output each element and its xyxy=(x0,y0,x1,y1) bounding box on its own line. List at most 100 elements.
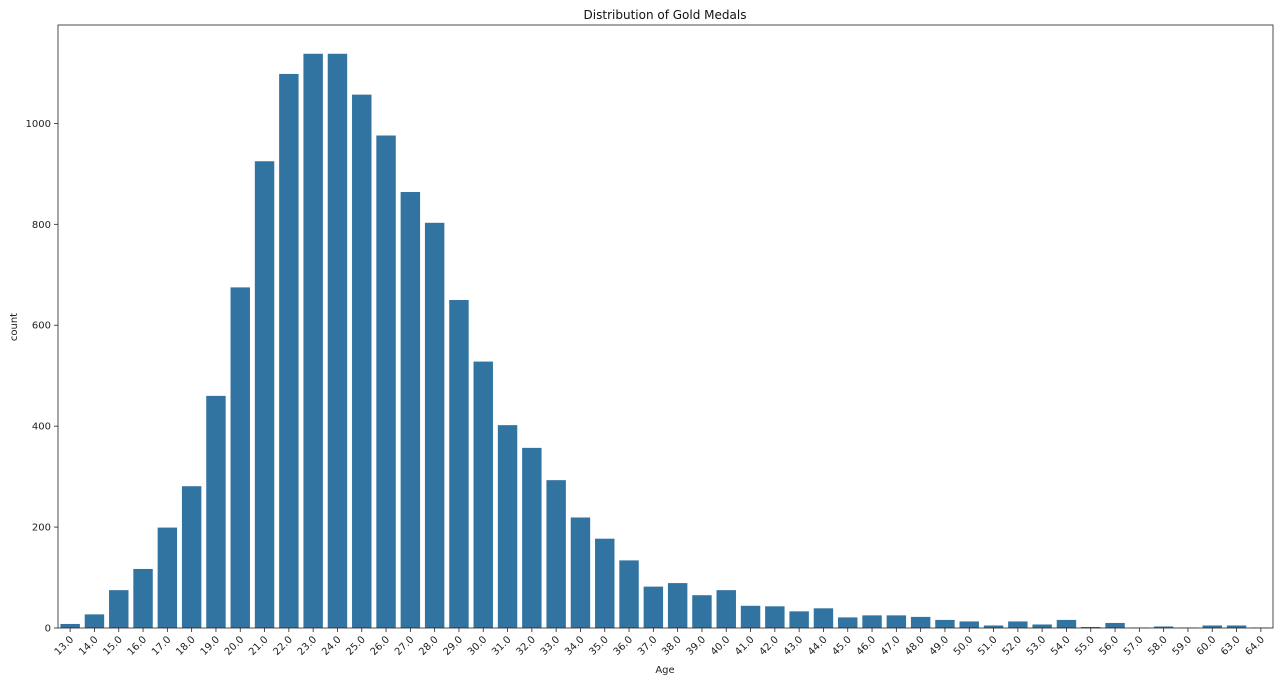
x-tick-label: 17.0 xyxy=(150,634,174,658)
x-tick-label: 51.0 xyxy=(976,634,1000,658)
x-tick-label: 16.0 xyxy=(126,634,150,658)
x-tick-label: 44.0 xyxy=(806,634,830,658)
x-tick-label: 48.0 xyxy=(903,634,927,658)
bar-15.0 xyxy=(109,590,129,628)
x-tick-label: 57.0 xyxy=(1122,634,1146,658)
bar-28.0 xyxy=(424,222,445,629)
bar-16.0 xyxy=(133,568,153,628)
x-tick-label: 38.0 xyxy=(660,634,684,658)
x-tick-label: 14.0 xyxy=(77,634,101,658)
bar-35.0 xyxy=(595,538,615,628)
bar-14.0 xyxy=(84,614,105,628)
bar-58.0 xyxy=(1153,626,1174,628)
bar-23.0 xyxy=(303,53,323,628)
y-tick-label: 0 xyxy=(45,624,51,635)
bar-43.0 xyxy=(789,611,809,628)
x-tick-label: 27.0 xyxy=(393,634,417,658)
x-tick-label: 63.0 xyxy=(1219,634,1243,658)
y-axis-label: count xyxy=(9,313,20,341)
x-tick-label: 58.0 xyxy=(1146,634,1170,658)
bar-19.0 xyxy=(206,395,226,628)
bar-29.0 xyxy=(449,300,469,628)
bar-51.0 xyxy=(983,625,1004,628)
bar-55.0 xyxy=(1081,626,1101,628)
y-tick-label: 600 xyxy=(32,321,51,332)
x-tick-label: 42.0 xyxy=(757,634,781,658)
x-tick-label: 49.0 xyxy=(928,634,952,658)
bar-38.0 xyxy=(667,583,688,628)
bar-37.0 xyxy=(643,586,664,628)
y-axis: 0 200 400 600 800 1000 xyxy=(26,119,58,635)
bar-17.0 xyxy=(157,527,178,628)
bar-41.0 xyxy=(740,605,761,628)
x-tick-label: 31.0 xyxy=(490,634,514,658)
y-tick-label: 200 xyxy=(32,523,51,534)
x-tick-label: 26.0 xyxy=(369,634,393,658)
x-tick-label: 45.0 xyxy=(830,634,854,658)
bar-26.0 xyxy=(376,135,396,628)
x-tick-label: 20.0 xyxy=(223,634,247,658)
bar-13.0 xyxy=(60,623,80,628)
bar-45.0 xyxy=(838,617,858,628)
x-tick-label: 33.0 xyxy=(539,634,563,658)
x-tick-label: 60.0 xyxy=(1195,634,1219,658)
x-tick-label: 39.0 xyxy=(685,634,709,658)
bar-21.0 xyxy=(254,161,275,629)
bar-50.0 xyxy=(959,621,979,628)
bar-44.0 xyxy=(813,608,834,628)
x-tick-label: 13.0 xyxy=(53,634,77,658)
plot-frame xyxy=(57,24,1274,629)
bar-60.0 xyxy=(1202,625,1222,628)
y-tick-label: 800 xyxy=(32,220,51,231)
x-tick-label: 53.0 xyxy=(1025,634,1049,658)
bar-34.0 xyxy=(570,517,591,628)
x-tick-label: 18.0 xyxy=(174,634,198,658)
bar-48.0 xyxy=(910,616,931,628)
x-axis-label: Age xyxy=(655,665,674,676)
x-tick-label: 15.0 xyxy=(101,634,125,658)
bar-33.0 xyxy=(546,480,566,628)
x-tick-label: 23.0 xyxy=(296,634,320,658)
bar-47.0 xyxy=(886,615,907,628)
x-tick-label: 19.0 xyxy=(199,634,223,658)
x-tick-label: 21.0 xyxy=(247,634,271,658)
chart-title: Distribution of Gold Medals xyxy=(584,8,747,22)
x-tick-label: 30.0 xyxy=(466,634,490,658)
x-tick-label: 46.0 xyxy=(855,634,879,658)
x-tick-label: 28.0 xyxy=(417,634,441,658)
bar-54.0 xyxy=(1056,619,1077,628)
x-tick-label: 25.0 xyxy=(344,634,368,658)
bar-39.0 xyxy=(692,595,712,628)
x-tick-label: 43.0 xyxy=(782,634,806,658)
bars-group xyxy=(60,53,1271,629)
bar-27.0 xyxy=(400,192,421,628)
bar-25.0 xyxy=(352,94,372,628)
x-tick-label: 64.0 xyxy=(1243,634,1267,658)
x-tick-label: 22.0 xyxy=(271,634,295,658)
bar-30.0 xyxy=(473,361,493,628)
bar-40.0 xyxy=(716,590,736,628)
x-tick-label: 41.0 xyxy=(733,634,757,658)
bar-53.0 xyxy=(1032,624,1052,628)
x-tick-label: 56.0 xyxy=(1098,634,1122,658)
x-tick-label: 37.0 xyxy=(636,634,660,658)
bar-56.0 xyxy=(1105,622,1125,628)
bar-22.0 xyxy=(279,73,299,628)
bar-63.0 xyxy=(1226,625,1247,628)
x-tick-label: 34.0 xyxy=(563,634,587,658)
x-tick-label: 47.0 xyxy=(879,634,903,658)
x-tick-label: 29.0 xyxy=(442,634,466,658)
x-tick-label: 40.0 xyxy=(709,634,733,658)
bar-49.0 xyxy=(935,619,955,628)
bar-18.0 xyxy=(181,486,202,628)
x-axis: 13.0 14.0 15.0 16.0 17.0 18.0 19.0 20.0 21.0 22.0… xyxy=(53,628,1267,658)
x-tick-label: 52.0 xyxy=(1000,634,1024,658)
y-tick-label: 1000 xyxy=(26,119,51,130)
bar-42.0 xyxy=(765,606,785,628)
x-tick-label: 59.0 xyxy=(1171,634,1195,658)
x-tick-label: 54.0 xyxy=(1049,634,1073,658)
bar-24.0 xyxy=(327,53,348,628)
bar-20.0 xyxy=(230,287,250,628)
bar-36.0 xyxy=(619,560,639,628)
x-tick-label: 32.0 xyxy=(514,634,538,658)
